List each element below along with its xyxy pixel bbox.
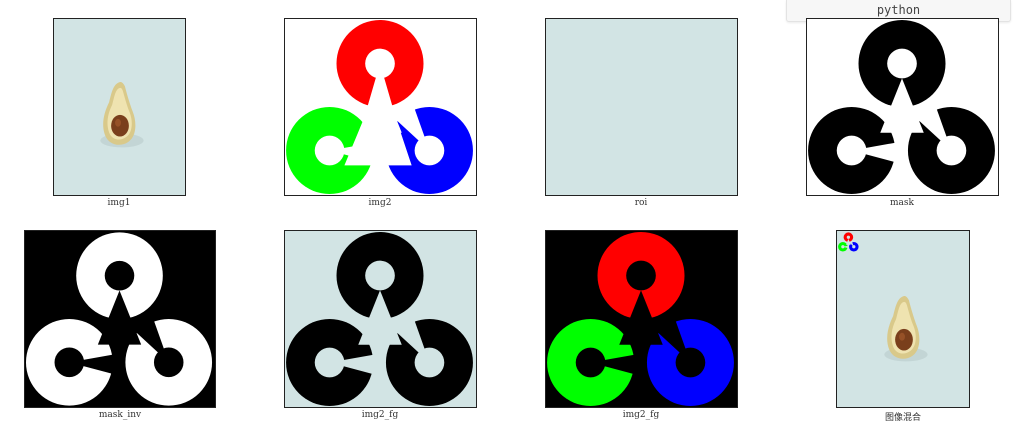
figure-mask-inv xyxy=(24,230,216,408)
caption-img2-fg-foreground: img2_fg xyxy=(622,410,660,420)
figure-img2 xyxy=(284,18,477,196)
mask-inv-logo-white xyxy=(25,231,215,407)
small-logo xyxy=(837,232,859,252)
figure-img2-fg-background xyxy=(284,230,477,408)
figure-roi xyxy=(545,18,738,196)
mask-logo-black xyxy=(807,19,998,195)
caption-blended: 图像混合 xyxy=(884,413,922,423)
caption-img2-fg-background: img2_fg xyxy=(361,410,399,420)
caption-img2: img2 xyxy=(368,198,392,208)
img2-fg-logo-black xyxy=(285,231,476,407)
caption-img1: img1 xyxy=(107,198,131,208)
roi-region xyxy=(546,19,737,195)
figure-blended xyxy=(836,230,970,408)
caption-mask-inv: mask_inv xyxy=(98,410,142,420)
avocado-image xyxy=(54,19,185,195)
caption-roi: roi xyxy=(634,198,648,208)
img2-fg-logo-color xyxy=(546,231,737,407)
figure-img2-fg-foreground xyxy=(545,230,738,408)
figure-img1 xyxy=(53,18,186,196)
opencv-logo-color xyxy=(285,19,476,195)
blended-image xyxy=(837,231,969,407)
caption-mask: mask xyxy=(890,198,914,208)
figure-mask xyxy=(806,18,999,196)
